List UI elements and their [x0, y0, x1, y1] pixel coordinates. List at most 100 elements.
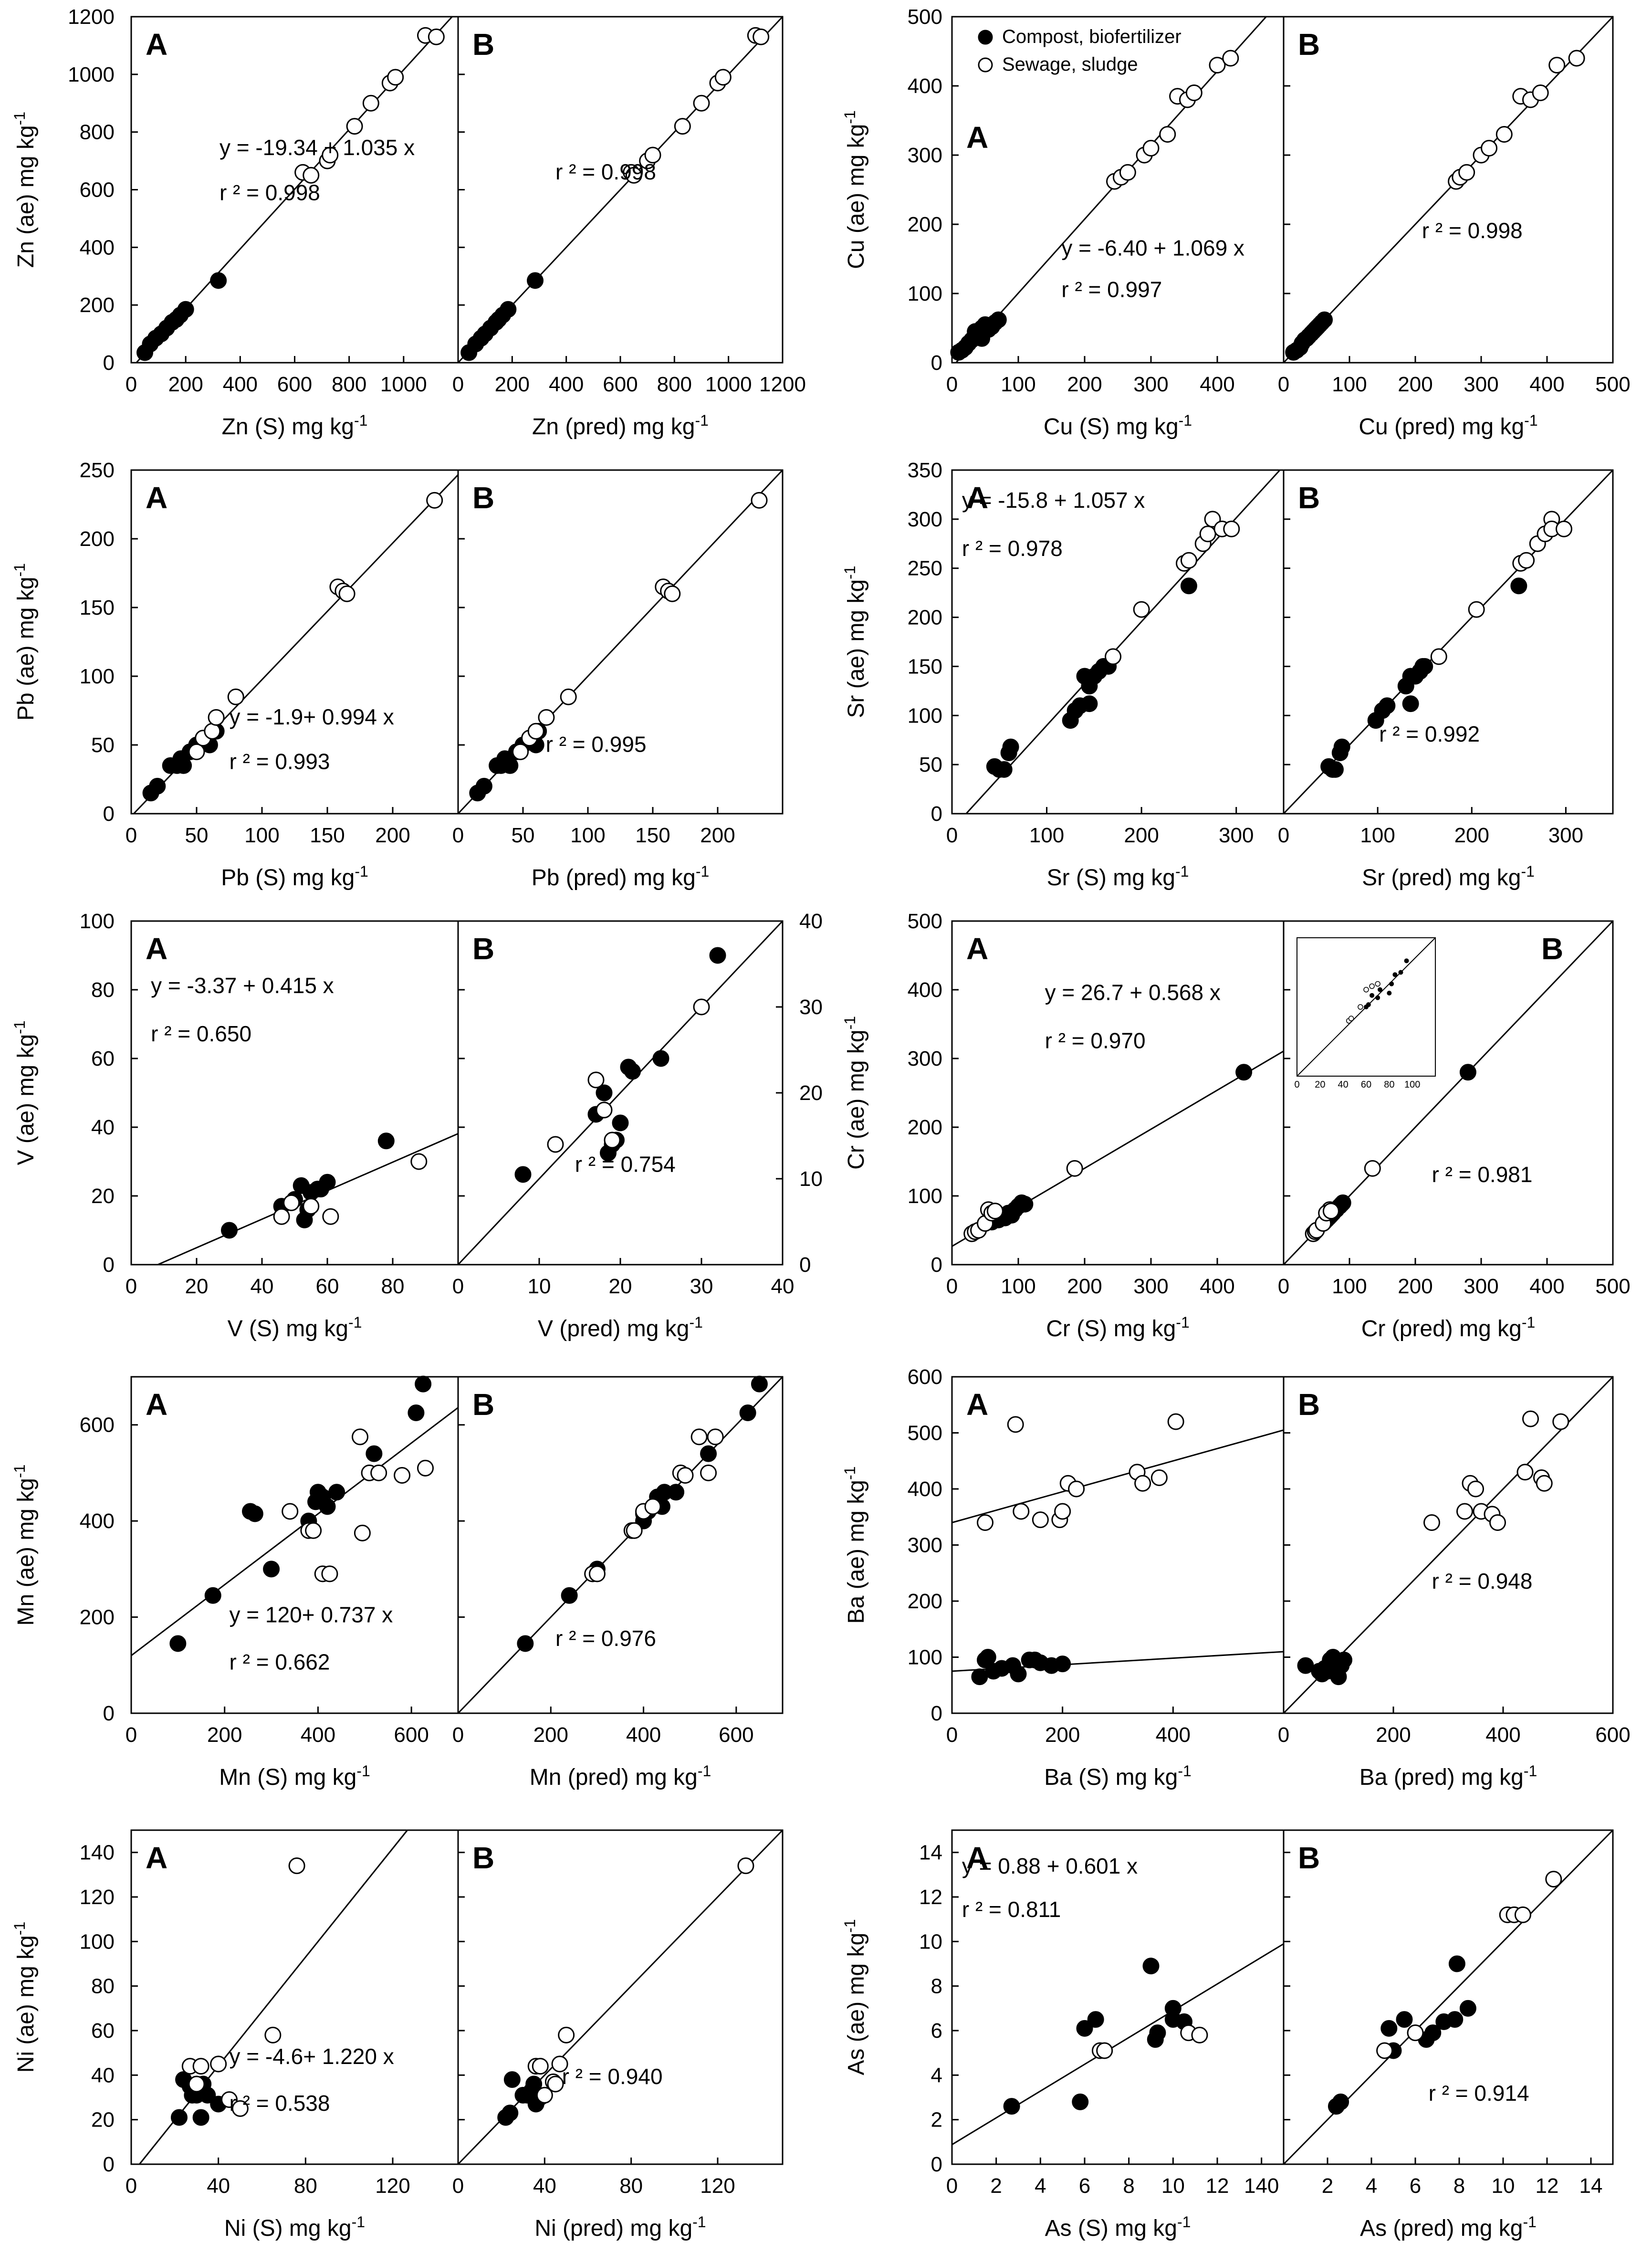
- x-axis-title: Zn (S) mg kg-1: [222, 412, 368, 440]
- inset-tick-label: 0: [1294, 1079, 1299, 1090]
- point-sewage: [1159, 126, 1176, 143]
- panel-cu-A: 0 100 200 300 400 0 100 200 300 400 500 Cu (S) mg k…: [908, 5, 1285, 440]
- point-sewage: [227, 688, 244, 705]
- x-axis-title: Ni (S) mg kg-1: [224, 2213, 365, 2241]
- y-tick-label: 150: [80, 596, 115, 619]
- y-tick-label: 6: [931, 2019, 942, 2043]
- y-tick-label: 0: [931, 2153, 942, 2176]
- point-sewage: [558, 2026, 575, 2043]
- point-sewage: [1322, 1203, 1339, 1220]
- point-sewage: [1223, 520, 1240, 537]
- y-axis-title-zn: Zn (ae) mg kg-1: [11, 112, 39, 268]
- point-sewage: [751, 492, 768, 509]
- point-compost: [1459, 1064, 1476, 1081]
- chart-ba: Ba (ae) mg kg-1 0 200 400 0 100 200 300 400 500 60…: [841, 1365, 1631, 1790]
- panel-ba-A: 0 200 400 0 100 200 300 400 500 600 Ba (S) mg kg-1…: [908, 1365, 1285, 1790]
- panel-letter: B: [1541, 932, 1563, 966]
- x-axis-title: Mn (S) mg kg-1: [219, 1762, 370, 1790]
- panel-pb-B: 0 50 100 150 200 Pb (pred) mg kg-1 Br ² = 0.99…: [452, 469, 784, 891]
- x-tick-label: 300: [1219, 824, 1254, 847]
- point-compost: [1327, 761, 1344, 778]
- r-squared: r ² = 0.662: [230, 1649, 330, 1674]
- y-tick-label: 0: [931, 1253, 942, 1277]
- x-axis-title: Mn (pred) mg kg-1: [530, 1762, 711, 1790]
- point-sewage: [370, 1464, 387, 1481]
- y-tick-label: 400: [80, 236, 115, 259]
- y-tick-label: 200: [908, 213, 942, 236]
- point-sewage: [551, 2055, 568, 2073]
- x-tick-label: 600: [1595, 1723, 1630, 1747]
- regression-line: [955, 16, 1267, 364]
- regression-line: [457, 1376, 784, 1714]
- x-tick-label: 80: [294, 2174, 317, 2198]
- point-sewage: [1516, 1464, 1534, 1481]
- point-sewage: [210, 2055, 227, 2073]
- x-tick-label: 40: [533, 2174, 556, 2198]
- x-axis-title: V (S) mg kg-1: [228, 1314, 362, 1341]
- point-compost: [652, 1050, 669, 1067]
- x-tick-label: 400: [1156, 1723, 1191, 1747]
- y-axis-title-ni: Ni (ae) mg kg-1: [11, 1922, 39, 2073]
- inset-point-sewage: [1369, 983, 1375, 989]
- point-sewage: [986, 1203, 1004, 1220]
- point-sewage: [1133, 601, 1150, 618]
- x-tick-label: 120: [375, 2174, 410, 2198]
- y-tick-label: 600: [80, 178, 115, 202]
- point-compost: [995, 761, 1013, 778]
- x-tick-label: 200: [1045, 1723, 1080, 1747]
- point-sewage: [625, 167, 642, 184]
- y-tick-label: 0: [103, 351, 115, 375]
- x-tick-label: 0: [1278, 1275, 1289, 1298]
- r-squared: r ² = 0.948: [1432, 1569, 1533, 1593]
- inset-tick-label: 100: [1404, 1079, 1420, 1090]
- regression-equation: y = 26.7 + 0.568 x: [1045, 980, 1221, 1005]
- r-squared: r ² = 0.914: [1429, 2081, 1529, 2106]
- panel-sr-B: 0 100 200 300 Sr (pred) mg kg-1 Br ² = 0.992: [1278, 469, 1614, 891]
- y-tick-label: 800: [80, 121, 115, 144]
- point-compost: [1010, 1666, 1027, 1683]
- inset-point-compost: [1404, 958, 1409, 964]
- point-sewage: [674, 118, 691, 135]
- x-tick-label: 400: [549, 373, 584, 396]
- point-compost: [319, 1498, 336, 1515]
- r-squared: r ² = 0.992: [1379, 722, 1480, 746]
- inset-point-compost: [1398, 970, 1403, 975]
- x-axis-title: Ni (pred) mg kg-1: [534, 2213, 706, 2241]
- point-sewage: [273, 1208, 290, 1225]
- point-sewage: [1536, 1475, 1553, 1492]
- r-squared: r ² = 0.538: [230, 2091, 330, 2116]
- point-sewage: [1142, 140, 1160, 157]
- point-compost: [1298, 330, 1315, 347]
- y-tick-label: 200: [908, 606, 942, 629]
- x-tick-label: 0: [452, 824, 464, 847]
- y-tick-label: 1200: [68, 5, 115, 29]
- chart-pb: Pb (ae) mg kg-1 0 50 100 150 200 0 50 100 150 200 2…: [11, 459, 784, 891]
- panel-as-B: 2 4 6 8 10 12 14 As (pred) mg kg-1 Br ² = 0.914: [1283, 1829, 1614, 2241]
- y2-tick-label: 10: [799, 1167, 823, 1191]
- point-sewage: [700, 1464, 717, 1481]
- x-axis-title: As (S) mg kg-1: [1045, 2213, 1191, 2241]
- panel-sr-A: 0 100 200 300 0 50 100 150 200 250 300 350 Sr (S) mg…: [908, 459, 1285, 891]
- panel-cr-A: 0 100 200 300 400 0 100 200 300 400 500 Cr (S) mg k…: [908, 910, 1285, 1341]
- y-axis-title-cu: Cu (ae) mg kg-1: [841, 110, 869, 269]
- x-axis-title: Cu (pred) mg kg-1: [1359, 412, 1537, 440]
- panel-letter: A: [146, 932, 167, 966]
- x-tick-label: 200: [533, 1723, 568, 1747]
- y-axis-title-pb: Pb (ae) mg kg-1: [11, 563, 39, 721]
- point-compost: [561, 1587, 578, 1604]
- x-tick-label: 400: [1485, 1723, 1520, 1747]
- r-squared: r ² = 0.754: [575, 1152, 676, 1177]
- point-compost: [503, 2071, 521, 2088]
- point-sewage: [428, 28, 445, 45]
- x-tick-label: 40: [251, 1275, 274, 1298]
- y2-tick-label: 30: [799, 995, 823, 1019]
- point-compost: [500, 301, 517, 318]
- r-squared: r ² = 0.978: [962, 536, 1063, 561]
- panel-cu-B: 0 100 200 300 400 500 Cu (pred) mg kg-1 Br ² = …: [1278, 16, 1631, 440]
- y-axis-title-as: As (ae) mg kg-1: [841, 1919, 869, 2075]
- x-tick-label: 0: [1278, 1723, 1289, 1747]
- point-sewage: [1199, 525, 1216, 543]
- inset-point-compost: [1392, 972, 1398, 977]
